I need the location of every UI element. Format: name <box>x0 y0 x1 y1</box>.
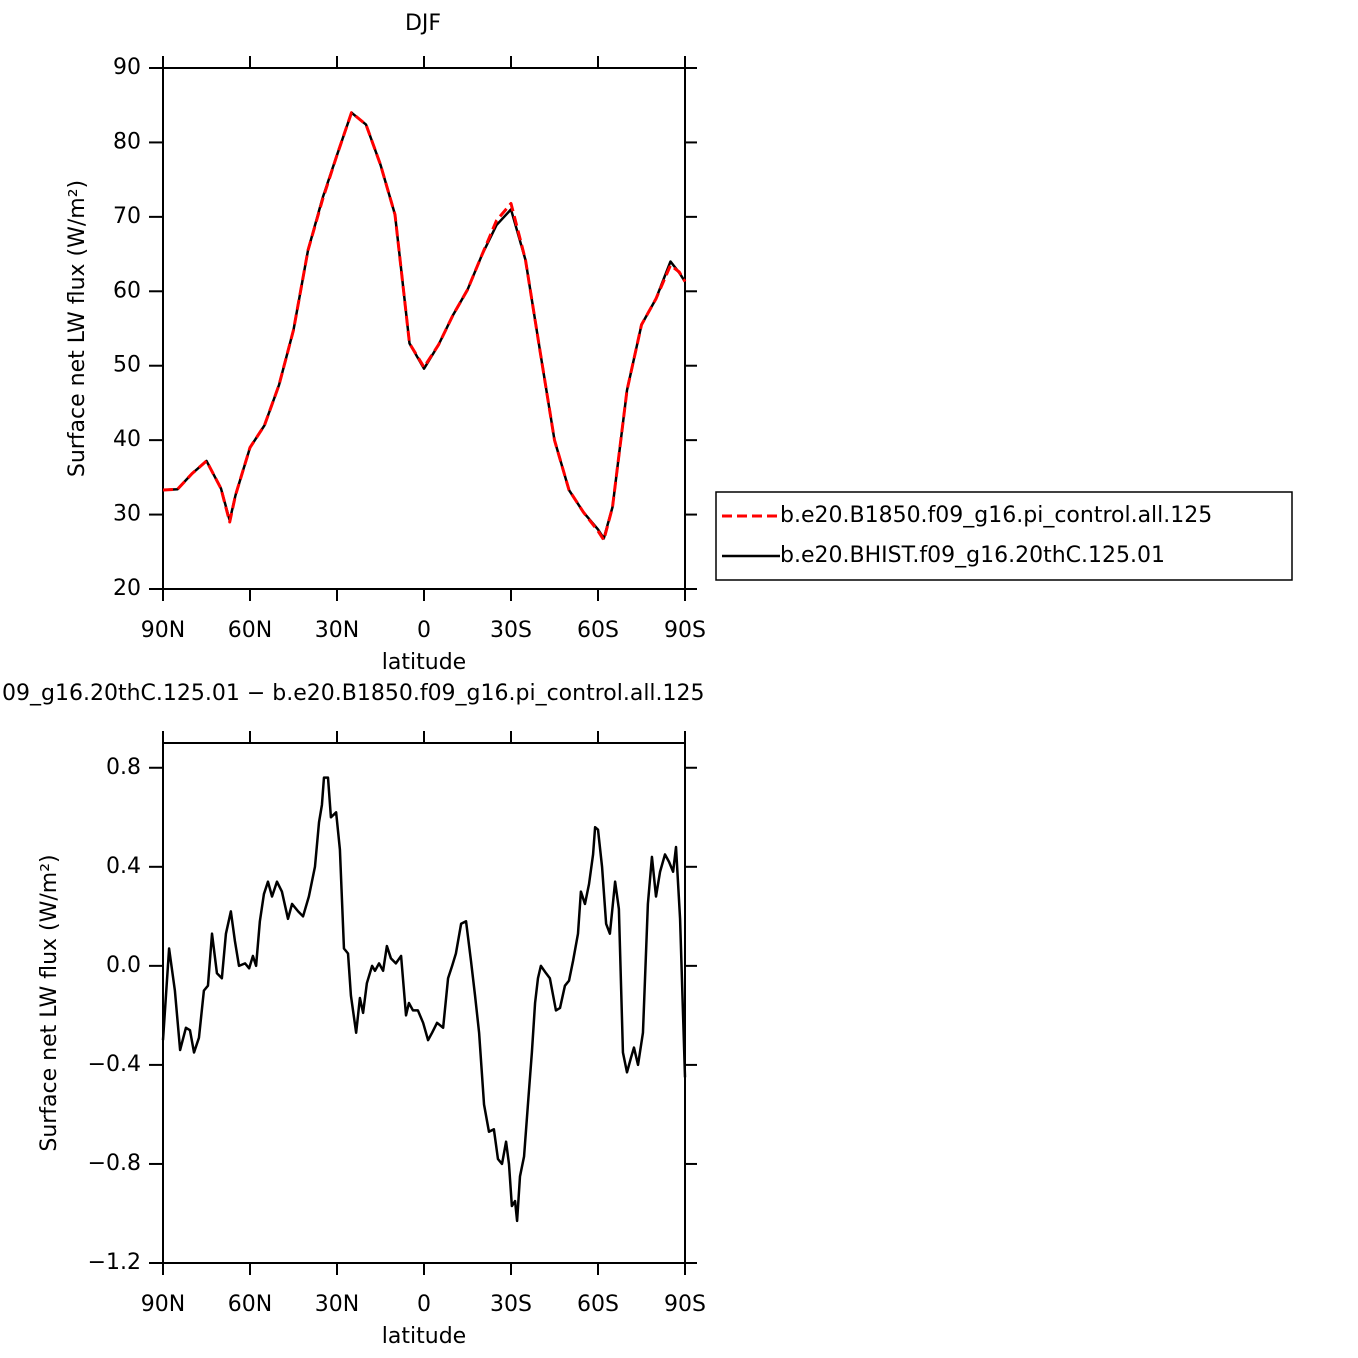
x-axis-label: latitude <box>382 1324 466 1349</box>
x-tick-label: 0 <box>417 1292 431 1317</box>
x-tick-label: 90N <box>141 618 185 643</box>
y-tick-label: −1.2 <box>88 1250 141 1275</box>
y-tick-label: 30 <box>113 502 141 527</box>
x-tick-label: 60N <box>228 618 272 643</box>
y-tick-label: −0.8 <box>88 1151 141 1176</box>
data-line <box>162 111 687 542</box>
x-tick-label: 30N <box>315 1292 359 1317</box>
x-tick-label: 90S <box>664 618 706 643</box>
chart-title: 09_g16.20thC.125.01 − b.e20.B1850.f09_g1… <box>2 681 705 706</box>
y-axis-label: Surface net LW flux (W/m²) <box>65 180 90 477</box>
y-tick-label: 20 <box>113 576 141 601</box>
x-tick-label: 0 <box>417 618 431 643</box>
data-line <box>161 776 687 1223</box>
y-tick-label: 0.0 <box>106 953 141 978</box>
x-tick-label: 90N <box>141 1292 185 1317</box>
y-axis-label: Surface net LW flux (W/m²) <box>37 854 62 1151</box>
y-tick-label: 0.8 <box>106 755 141 780</box>
x-tick-label: 60S <box>577 1292 619 1317</box>
x-tick-label: 30N <box>315 618 359 643</box>
chart-title: DJF <box>405 11 441 36</box>
y-tick-label: 80 <box>113 129 141 154</box>
plot-frame <box>162 742 686 1264</box>
x-tick-label: 30S <box>490 618 532 643</box>
x-tick-label: 60S <box>577 618 619 643</box>
x-tick-label: 60N <box>228 1292 272 1317</box>
y-tick-label: 40 <box>113 427 141 452</box>
x-tick-label: 30S <box>490 1292 532 1317</box>
y-tick-label: 50 <box>113 353 141 378</box>
y-tick-label: 60 <box>113 278 141 303</box>
legend-label: b.e20.B1850.f09_g16.pi_control.all.125 <box>780 503 1212 528</box>
legend-box <box>715 491 1293 581</box>
y-tick-label: 70 <box>113 204 141 229</box>
x-axis-label: latitude <box>382 650 466 675</box>
y-tick-label: −0.4 <box>88 1052 141 1077</box>
plot-frame <box>162 67 686 590</box>
y-tick-label: 0.4 <box>106 854 141 879</box>
x-tick-label: 90S <box>664 1292 706 1317</box>
legend-label: b.e20.BHIST.f09_g16.20thC.125.01 <box>780 543 1165 568</box>
y-tick-label: 90 <box>113 55 141 80</box>
